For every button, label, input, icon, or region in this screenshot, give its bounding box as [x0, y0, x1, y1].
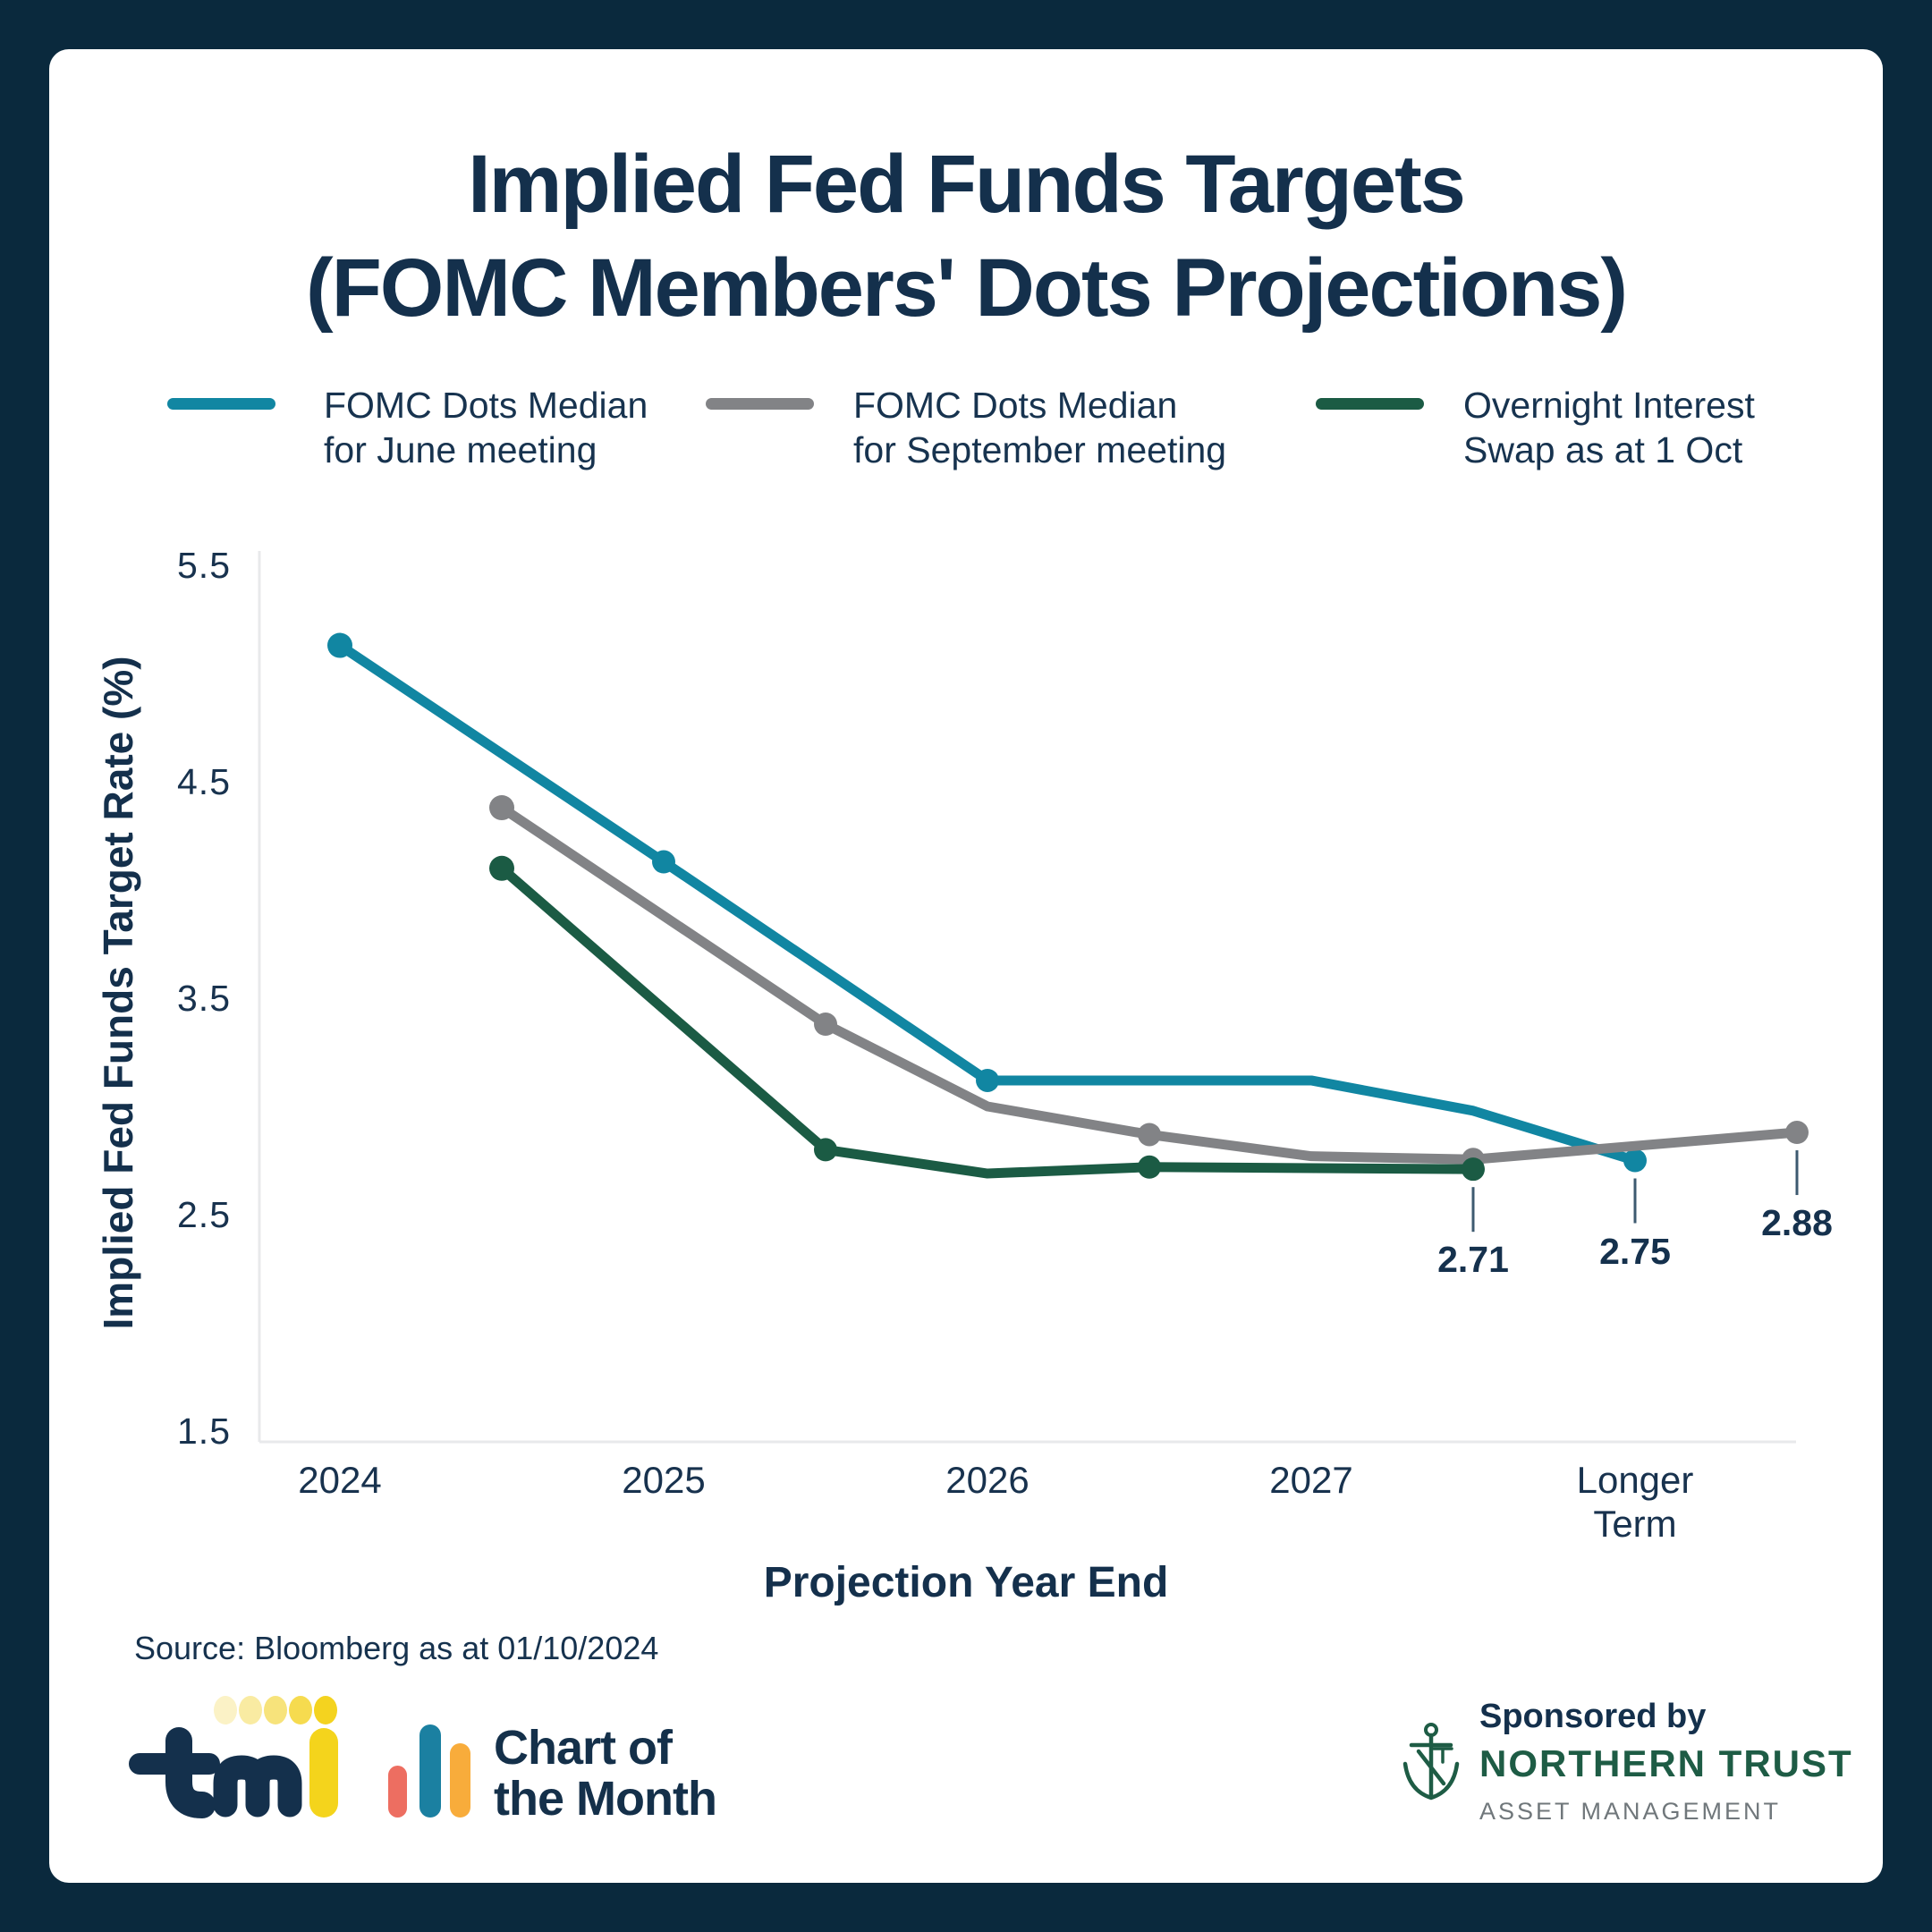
x-axis-tick-label: 2026 — [945, 1459, 1030, 1501]
tmi-letter-t-stem — [165, 1727, 216, 1818]
page-title: Implied Fed Funds Targets (FOMC Members'… — [0, 132, 1932, 340]
legend-label-ois: Overnight Interest Swap as at 1 Oct — [1463, 383, 1755, 472]
sponsored-by-label: Sponsored by — [1479, 1698, 1707, 1735]
data-point-marker — [489, 795, 514, 821]
y-axis-tick-label: 5.5 — [177, 545, 231, 586]
bar-orange — [450, 1743, 470, 1818]
y-axis-tick-label: 3.5 — [177, 978, 231, 1019]
data-point-label: 2.88 — [1761, 1202, 1833, 1244]
data-point-marker — [489, 855, 514, 881]
chart-of-month-line2: the Month — [494, 1772, 717, 1826]
legend-label-ois-line2: Swap as at 1 Oct — [1463, 429, 1743, 470]
data-point-marker — [976, 1068, 999, 1092]
x-axis-tick-label: 2025 — [622, 1459, 706, 1501]
y-axis-tick-label: 2.5 — [177, 1194, 231, 1235]
data-point-marker — [1138, 1123, 1161, 1147]
y-axis-tick-label: 4.5 — [177, 761, 231, 802]
data-point-marker — [1462, 1157, 1485, 1182]
tmi-fade-dots — [214, 1696, 337, 1724]
chart-card — [49, 49, 1883, 1883]
data-point-marker — [327, 632, 352, 658]
page-title-line2: (FOMC Members' Dots Projections) — [305, 242, 1628, 334]
tmi-letter-m — [213, 1755, 302, 1818]
data-point-marker — [1138, 1155, 1161, 1179]
chart-of-month-bars-icon — [388, 1724, 470, 1818]
chart-of-month-wordmark: Chart of the Month — [494, 1721, 717, 1826]
bar-red — [388, 1766, 407, 1818]
legend-label-september: FOMC Dots Median for September meeting — [853, 383, 1226, 472]
bar-blue — [419, 1724, 441, 1818]
data-point-marker — [1785, 1121, 1809, 1145]
legend-swatch-june — [167, 398, 275, 410]
legend-label-september-line2: for September meeting — [853, 429, 1227, 470]
data-point-label: 2.71 — [1437, 1239, 1509, 1281]
legend-swatch-september — [706, 398, 814, 410]
source-note: Source: Bloomberg as at 01/10/2024 — [134, 1630, 659, 1666]
x-axis-title: Projection Year End — [763, 1559, 1169, 1606]
series-line-0 — [335, 640, 1640, 1165]
data-point-marker — [1623, 1148, 1647, 1173]
y-axis-tick-label: 1.5 — [177, 1411, 231, 1452]
legend-label-june: FOMC Dots Median for June meeting — [324, 383, 648, 472]
tmi-logo-icon — [129, 1696, 338, 1818]
x-axis-tick-label: 2027 — [1269, 1459, 1353, 1501]
legend-label-ois-line1: Overnight Interest — [1463, 385, 1755, 426]
legend-label-september-line1: FOMC Dots Median — [853, 385, 1178, 426]
page-title-line1: Implied Fed Funds Targets — [468, 139, 1466, 230]
series-line-2 — [496, 863, 1479, 1179]
northern-trust-anchor-icon — [1402, 1723, 1460, 1801]
data-point-marker — [652, 850, 675, 874]
asset-management-label: ASSET MANAGEMENT — [1479, 1798, 1782, 1825]
northern-trust-wordmark: NORTHERN TRUST — [1479, 1742, 1853, 1784]
data-point-marker — [814, 1138, 837, 1162]
legend-swatch-ois — [1316, 398, 1424, 410]
data-point-label: 2.75 — [1599, 1230, 1671, 1272]
data-point-marker — [814, 1013, 837, 1037]
series-line-1 — [496, 802, 1802, 1165]
chart-of-month-line1: Chart of — [494, 1721, 673, 1775]
legend-label-june-line1: FOMC Dots Median — [324, 385, 648, 426]
legend-label-june-line2: for June meeting — [324, 429, 597, 470]
x-axis-tick-label: 2024 — [298, 1459, 382, 1501]
x-axis-tick-label: Longer Term — [1576, 1459, 1694, 1545]
